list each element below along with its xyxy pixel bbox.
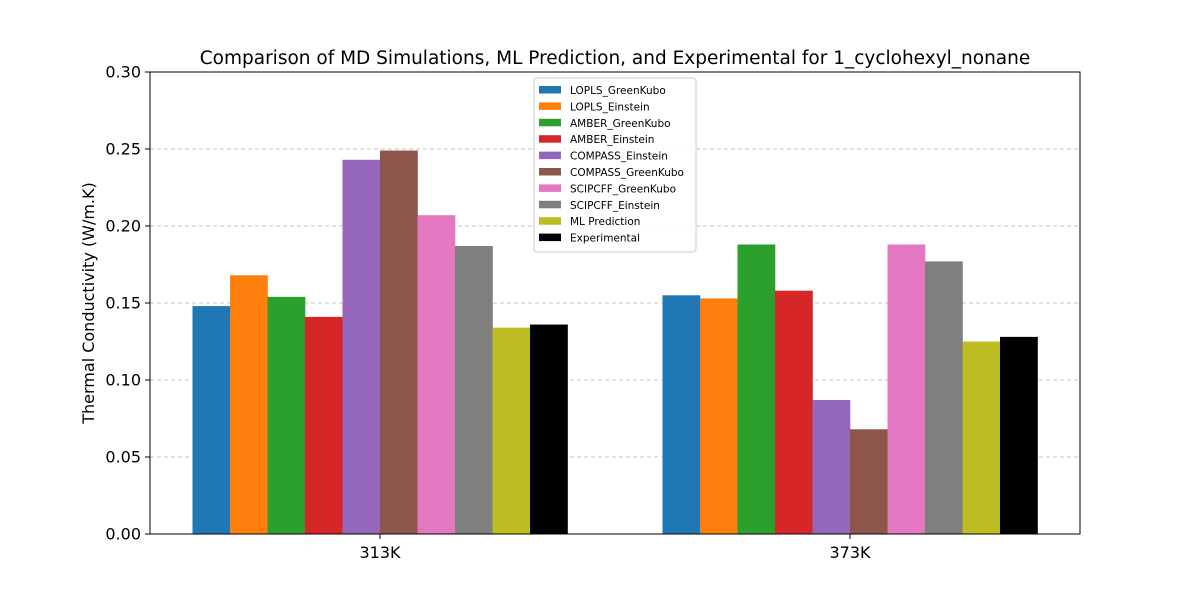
bar-ml-prediction-313k (492, 327, 531, 534)
y-axis-label: Thermal Conductivity (W/m.K) (79, 182, 98, 425)
legend-swatch (539, 168, 561, 176)
y-tick-label: 0.10 (105, 371, 141, 390)
y-tick-label: 0.25 (105, 140, 141, 159)
bar-experimental-373k (1000, 336, 1038, 534)
bar-compass-greenkubo-373k (850, 429, 888, 534)
legend-swatch (539, 233, 561, 242)
y-tick-label: 0.00 (105, 525, 141, 544)
chart-title: Comparison of MD Simulations, ML Predict… (200, 48, 1031, 69)
bar-amber-greenkubo-373k (737, 244, 776, 535)
bar-experimental-313k (530, 324, 568, 534)
legend-entry: AMBER_Einstein (570, 134, 654, 146)
bars (192, 150, 1038, 535)
bar-ml-prediction-373k (962, 341, 1001, 534)
legend: LOPLS_GreenKubo LOPLS_Einstein AMBER_Green… (533, 77, 697, 253)
legend-swatch (539, 184, 561, 192)
y-tick-label: 0.20 (105, 217, 141, 236)
legend-swatch (539, 200, 561, 209)
legend-entry: LOPLS_GreenKubo (570, 85, 666, 97)
legend-entry: SCIPCFF_GreenKubo (570, 183, 676, 195)
legend-swatch (539, 86, 561, 94)
bar-compass-einstein-313k (342, 159, 381, 534)
legend-entry: SCIPCFF_Einstein (570, 200, 660, 212)
legend-swatch (539, 151, 561, 160)
bar-amber-einstein-313k (305, 316, 343, 534)
y-tick-label: 0.15 (105, 294, 141, 313)
legend-swatch (539, 135, 561, 143)
bar-compass-greenkubo-313k (380, 150, 418, 535)
legend-box (533, 77, 697, 253)
bar-scipcff-greenkubo-313k (417, 215, 456, 534)
y-axis: 0.00 0.05 0.10 0.15 0.20 0.25 0.30 (105, 63, 150, 544)
bar-amber-greenkubo-313k (267, 296, 306, 534)
legend-entry: COMPASS_GreenKubo (570, 167, 684, 179)
bar-lopls-einstein-373k (700, 298, 738, 534)
bar-lopls-greenkubo-313k (192, 306, 231, 534)
legend-swatch (539, 217, 561, 225)
bar-scipcff-greenkubo-373k (887, 244, 926, 535)
bar-scipcff-einstein-373k (925, 261, 963, 534)
legend-entry: ML Prediction (570, 216, 640, 228)
legend-entry: AMBER_GreenKubo (570, 118, 671, 130)
legend-swatch (539, 102, 561, 110)
bar-lopls-einstein-313k (230, 275, 268, 534)
x-tick-label: 313K (359, 543, 401, 562)
bar-lopls-greenkubo-373k (662, 295, 701, 534)
bar-scipcff-einstein-313k (455, 246, 493, 534)
bar-compass-einstein-373k (812, 400, 851, 534)
y-tick-label: 0.30 (105, 63, 141, 82)
legend-entry: Experimental (570, 233, 640, 245)
y-tick-label: 0.05 (105, 448, 141, 467)
legend-entry: LOPLS_Einstein (570, 101, 650, 113)
x-tick-label: 373K (829, 543, 871, 562)
bar-amber-einstein-373k (775, 290, 813, 534)
legend-swatch (539, 118, 561, 127)
legend-entry: COMPASS_Einstein (570, 151, 668, 163)
x-axis: 313K 373K (359, 534, 871, 562)
